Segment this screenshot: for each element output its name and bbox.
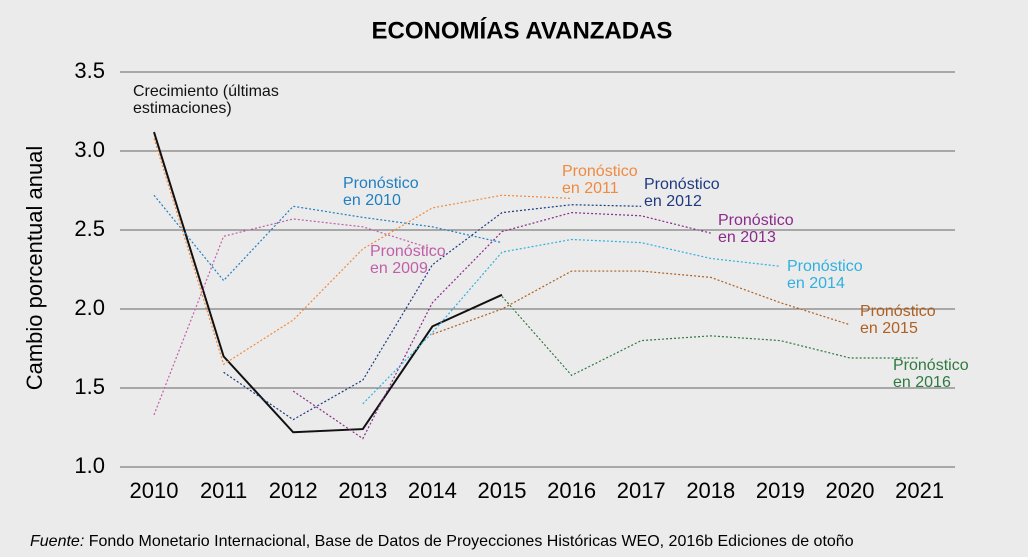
y-axis-label: Cambio porcentual anual bbox=[22, 146, 47, 391]
x-tick-label: 2020 bbox=[826, 478, 875, 503]
series-line bbox=[153, 194, 503, 282]
x-tick-label: 2016 bbox=[547, 478, 596, 503]
series-label: Pronóstico en 2016 bbox=[893, 357, 969, 391]
x-tick-label: 2012 bbox=[269, 478, 318, 503]
x-tick-label: 2011 bbox=[200, 478, 247, 503]
series-line bbox=[153, 138, 572, 366]
x-tick-label: 2014 bbox=[408, 478, 457, 503]
y-tick-label: 3.5 bbox=[74, 58, 105, 83]
y-tick-label: 1.5 bbox=[74, 374, 105, 399]
series-label: Pronóstico en 2009 bbox=[370, 243, 446, 277]
series-line bbox=[501, 295, 920, 377]
series-line bbox=[153, 218, 433, 416]
x-tick-label: 2019 bbox=[756, 478, 805, 503]
x-tick-label: 2018 bbox=[686, 478, 735, 503]
series-line bbox=[223, 204, 642, 421]
x-tick-label: 2010 bbox=[130, 478, 179, 503]
y-tick-label: 1.0 bbox=[74, 453, 105, 478]
series-line bbox=[153, 131, 503, 434]
source-text: Fondo Monetario Internacional, Base de D… bbox=[88, 533, 854, 550]
series-line bbox=[292, 212, 711, 440]
y-tick-label: 2.5 bbox=[74, 216, 105, 241]
series-label: Pronóstico en 2014 bbox=[787, 258, 863, 292]
series-label: Pronóstico en 2015 bbox=[860, 303, 936, 337]
y-tick-label: 3.0 bbox=[74, 137, 105, 162]
x-tick-label: 2013 bbox=[338, 478, 387, 503]
y-tick-label: 2.0 bbox=[74, 295, 105, 320]
chart-title: ECONOMÍAS AVANZADAS bbox=[372, 16, 673, 44]
source-label: Fuente: bbox=[30, 533, 85, 550]
series-label: Pronóstico en 2012 bbox=[644, 176, 720, 210]
x-tick-label: 2015 bbox=[478, 478, 527, 503]
series-label: Pronóstico en 2010 bbox=[343, 175, 419, 209]
series-label: Pronóstico en 2013 bbox=[718, 212, 794, 246]
source: Fuente: Fondo Monetario Internacional, B… bbox=[30, 533, 854, 551]
x-tick-label: 2017 bbox=[617, 478, 666, 503]
series-line bbox=[362, 238, 781, 405]
series-label: Crecimiento (últimas estimaciones) bbox=[133, 83, 279, 117]
series-label: Pronóstico en 2011 bbox=[562, 163, 638, 197]
x-tick-label: 2021 bbox=[895, 478, 944, 503]
